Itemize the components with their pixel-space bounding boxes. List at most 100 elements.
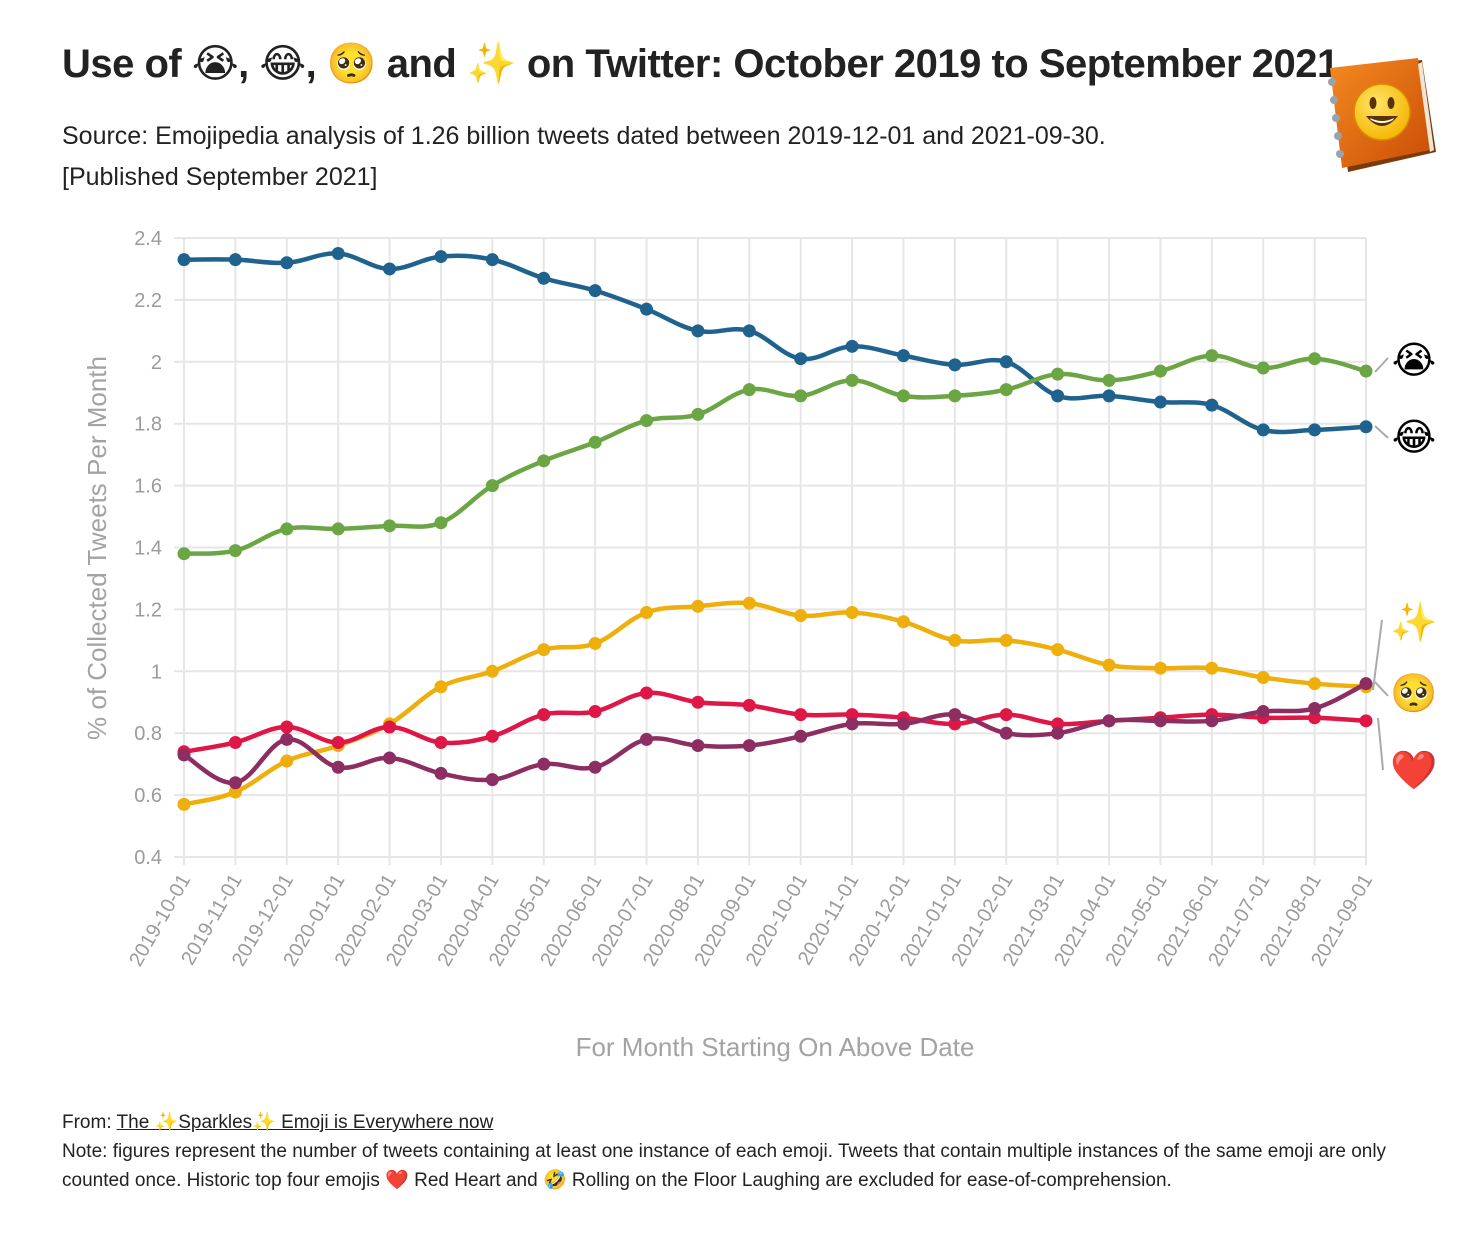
- data-point-red-heart[interactable]: [280, 720, 294, 734]
- data-point-red-heart[interactable]: [1359, 714, 1373, 728]
- data-point-red-heart[interactable]: [742, 698, 756, 712]
- data-point-loudly-crying-face[interactable]: [691, 407, 705, 421]
- data-point-sparkles[interactable]: [1153, 661, 1167, 675]
- data-point-pleading-face[interactable]: [896, 717, 910, 731]
- data-point-sparkles[interactable]: [1308, 677, 1322, 691]
- data-point-face-with-tears-of-joy[interactable]: [588, 284, 602, 298]
- data-point-sparkles[interactable]: [1205, 661, 1219, 675]
- data-point-loudly-crying-face[interactable]: [1102, 373, 1116, 387]
- data-point-sparkles[interactable]: [228, 785, 242, 799]
- data-point-sparkles[interactable]: [948, 633, 962, 647]
- data-point-face-with-tears-of-joy[interactable]: [640, 302, 654, 316]
- data-point-loudly-crying-face[interactable]: [280, 522, 294, 536]
- data-point-red-heart[interactable]: [383, 720, 397, 734]
- data-point-pleading-face[interactable]: [537, 757, 551, 771]
- data-point-face-with-tears-of-joy[interactable]: [1256, 423, 1270, 437]
- data-point-red-heart[interactable]: [1051, 717, 1065, 731]
- data-point-sparkles[interactable]: [537, 643, 551, 657]
- data-point-face-with-tears-of-joy[interactable]: [485, 253, 499, 267]
- data-point-pleading-face[interactable]: [1359, 677, 1373, 691]
- data-point-sparkles[interactable]: [691, 599, 705, 613]
- data-point-pleading-face[interactable]: [588, 760, 602, 774]
- data-point-face-with-tears-of-joy[interactable]: [845, 339, 859, 353]
- data-point-pleading-face[interactable]: [640, 732, 654, 746]
- data-point-face-with-tears-of-joy[interactable]: [1205, 398, 1219, 412]
- data-point-loudly-crying-face[interactable]: [742, 383, 756, 397]
- data-point-sparkles[interactable]: [1051, 643, 1065, 657]
- data-point-red-heart[interactable]: [691, 695, 705, 709]
- data-point-loudly-crying-face[interactable]: [588, 435, 602, 449]
- data-point-pleading-face[interactable]: [1256, 705, 1270, 719]
- data-point-sparkles[interactable]: [434, 680, 448, 694]
- data-point-sparkles[interactable]: [845, 605, 859, 619]
- data-point-pleading-face[interactable]: [434, 766, 448, 780]
- data-point-red-heart[interactable]: [434, 735, 448, 749]
- data-point-face-with-tears-of-joy[interactable]: [228, 253, 242, 267]
- data-point-loudly-crying-face[interactable]: [1153, 364, 1167, 378]
- data-point-loudly-crying-face[interactable]: [948, 389, 962, 403]
- data-point-red-heart[interactable]: [948, 717, 962, 731]
- data-point-loudly-crying-face[interactable]: [1051, 367, 1065, 381]
- data-point-face-with-tears-of-joy[interactable]: [896, 349, 910, 363]
- data-point-face-with-tears-of-joy[interactable]: [691, 324, 705, 338]
- data-point-pleading-face[interactable]: [485, 773, 499, 787]
- data-point-sparkles[interactable]: [794, 609, 808, 623]
- data-point-loudly-crying-face[interactable]: [331, 522, 345, 536]
- data-point-face-with-tears-of-joy[interactable]: [434, 250, 448, 264]
- data-point-face-with-tears-of-joy[interactable]: [1308, 423, 1322, 437]
- data-point-pleading-face[interactable]: [948, 708, 962, 722]
- data-point-face-with-tears-of-joy[interactable]: [1359, 420, 1373, 434]
- data-point-sparkles[interactable]: [177, 797, 191, 811]
- data-point-loudly-crying-face[interactable]: [383, 519, 397, 533]
- data-point-loudly-crying-face[interactable]: [896, 389, 910, 403]
- data-point-sparkles[interactable]: [485, 664, 499, 678]
- data-point-pleading-face[interactable]: [177, 748, 191, 762]
- data-point-face-with-tears-of-joy[interactable]: [280, 256, 294, 270]
- data-point-pleading-face[interactable]: [331, 760, 345, 774]
- data-point-sparkles[interactable]: [1102, 658, 1116, 672]
- data-point-loudly-crying-face[interactable]: [228, 544, 242, 558]
- data-point-loudly-crying-face[interactable]: [1359, 364, 1373, 378]
- data-point-face-with-tears-of-joy[interactable]: [177, 253, 191, 267]
- data-point-red-heart[interactable]: [1308, 711, 1322, 725]
- data-point-loudly-crying-face[interactable]: [537, 454, 551, 468]
- data-point-loudly-crying-face[interactable]: [999, 383, 1013, 397]
- data-point-face-with-tears-of-joy[interactable]: [1153, 395, 1167, 409]
- data-point-pleading-face[interactable]: [794, 729, 808, 743]
- data-point-face-with-tears-of-joy[interactable]: [331, 246, 345, 260]
- data-point-face-with-tears-of-joy[interactable]: [948, 358, 962, 372]
- data-point-pleading-face[interactable]: [742, 739, 756, 753]
- article-link[interactable]: The ✨Sparkles✨ Emoji is Everywhere now: [116, 1112, 494, 1133]
- data-point-sparkles[interactable]: [999, 633, 1013, 647]
- data-point-pleading-face[interactable]: [280, 732, 294, 746]
- data-point-loudly-crying-face[interactable]: [845, 373, 859, 387]
- data-point-loudly-crying-face[interactable]: [1308, 352, 1322, 366]
- data-point-pleading-face[interactable]: [1102, 714, 1116, 728]
- data-point-loudly-crying-face[interactable]: [794, 389, 808, 403]
- data-point-pleading-face[interactable]: [999, 726, 1013, 740]
- data-point-loudly-crying-face[interactable]: [177, 547, 191, 561]
- data-point-pleading-face[interactable]: [1205, 714, 1219, 728]
- data-point-red-heart[interactable]: [228, 735, 242, 749]
- data-point-loudly-crying-face[interactable]: [1256, 361, 1270, 375]
- data-point-face-with-tears-of-joy[interactable]: [383, 262, 397, 276]
- data-point-red-heart[interactable]: [999, 708, 1013, 722]
- data-point-loudly-crying-face[interactable]: [640, 414, 654, 428]
- data-point-pleading-face[interactable]: [1153, 714, 1167, 728]
- data-point-face-with-tears-of-joy[interactable]: [999, 355, 1013, 369]
- data-point-pleading-face[interactable]: [1308, 701, 1322, 715]
- data-point-pleading-face[interactable]: [228, 776, 242, 790]
- data-point-sparkles[interactable]: [588, 636, 602, 650]
- data-point-face-with-tears-of-joy[interactable]: [742, 324, 756, 338]
- data-point-pleading-face[interactable]: [1051, 726, 1065, 740]
- data-point-loudly-crying-face[interactable]: [485, 479, 499, 493]
- data-point-red-heart[interactable]: [794, 708, 808, 722]
- data-point-pleading-face[interactable]: [845, 717, 859, 731]
- data-point-sparkles[interactable]: [640, 605, 654, 619]
- data-point-red-heart[interactable]: [331, 735, 345, 749]
- data-point-sparkles[interactable]: [896, 615, 910, 629]
- data-point-pleading-face[interactable]: [383, 751, 397, 765]
- data-point-loudly-crying-face[interactable]: [1205, 349, 1219, 363]
- data-point-face-with-tears-of-joy[interactable]: [794, 352, 808, 366]
- data-point-red-heart[interactable]: [485, 729, 499, 743]
